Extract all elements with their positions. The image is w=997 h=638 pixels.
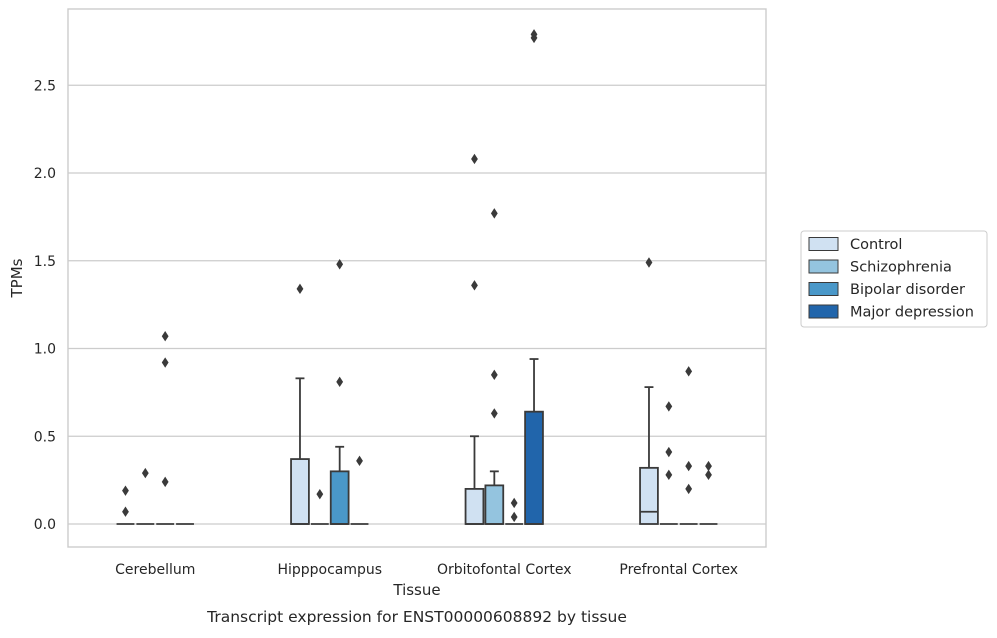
outlier-point [161,331,169,342]
outlier-point [471,153,478,165]
y-tick-label: 2.0 [34,166,56,182]
outlier-point [685,483,693,495]
legend-frame [800,230,988,328]
y-tick-labels: 0.0 0.5 1.0 1.5 2.0 2.5 [34,78,56,533]
outlier-point [161,357,169,368]
y-tick-label: 2.5 [34,78,56,94]
x-tick-label: Orbitofontal Cortex [437,562,572,578]
y-tick-label: 0.5 [34,429,56,445]
outlier-point [530,29,538,40]
outlier-points [122,29,712,523]
box-body [484,484,505,525]
box-body [639,466,659,525]
box-body [329,470,350,525]
legend-label: Bipolar disorder [850,282,965,298]
chart-caption: Transcript expression for ENST0000060889… [206,608,627,626]
legend-swatch [808,304,839,319]
outlier-point [510,497,518,509]
legend-label: Control [850,237,902,253]
legend: Control Schizophrenia Bipolar disorder Majo… [800,230,988,328]
box-major-depression [524,358,544,525]
outlier-point [705,460,712,472]
outlier-point [161,476,169,488]
outlier-point [490,408,498,419]
outlier-point [510,511,518,523]
legend-label: Major depression [850,305,974,321]
box-control [290,377,310,525]
legend-swatch [808,237,839,251]
outlier-point [490,208,498,219]
plot-frame [67,8,767,548]
y-tick-label: 1.5 [34,254,56,270]
outlier-point [122,506,129,517]
x-axis-label: Tissue [392,581,440,599]
outlier-point [356,455,363,467]
legend-swatch [808,282,839,296]
x-tick-label: Cerebellum [115,562,195,578]
outlier-point [665,401,673,412]
outlier-point [336,376,344,388]
gridlines [68,84,766,525]
outlier-point [316,488,324,500]
legend-swatch [808,259,839,274]
box-series [116,358,718,525]
outlier-point [490,369,498,381]
x-tick-label: Prefrontal Cortex [619,562,738,578]
outlier-point [336,259,344,270]
outlier-point [685,366,693,377]
x-tick-label: Hipppocampus [277,562,382,578]
box-control [464,435,485,525]
y-tick-label: 0.0 [34,517,56,533]
outlier-point [685,460,693,472]
y-tick-label: 1.0 [34,342,56,358]
outlier-point [122,485,129,496]
box-bipolar-disorder [329,445,350,525]
box-schizophrenia [484,470,505,525]
outlier-point [296,283,304,295]
box-control [639,386,659,525]
x-tick-labels: Cerebellum Hipppocampus Orbitofontal Corte… [115,562,738,578]
outlier-point [665,469,673,481]
outlier-point [705,469,712,481]
outlier-point [141,467,149,479]
legend-label: Schizophrenia [850,260,952,276]
box-body [524,410,544,525]
outlier-point [665,446,673,458]
box-body [464,487,485,525]
y-axis-label: TPMs [8,258,26,298]
box-body [290,458,310,525]
outlier-point [471,280,478,291]
outlier-point [645,257,653,268]
